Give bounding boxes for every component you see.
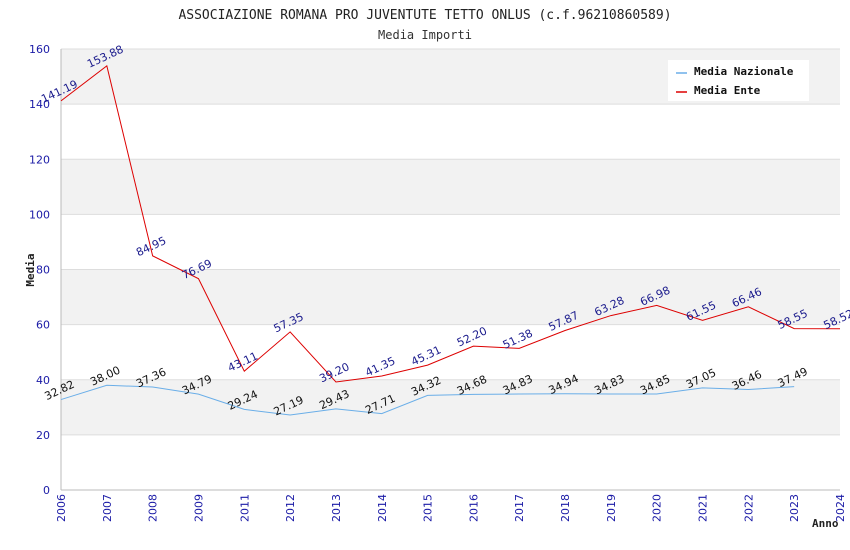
x-tick-label: 2009 xyxy=(192,494,205,522)
background-band xyxy=(61,434,840,490)
y-tick-label: 20 xyxy=(36,429,50,442)
x-tick-label: 2017 xyxy=(513,494,526,522)
chart-subtitle: Media Importi xyxy=(378,28,472,42)
background-bands xyxy=(61,49,840,490)
background-band xyxy=(61,324,840,380)
y-tick-label: 60 xyxy=(36,319,50,332)
legend-label-media-nazionale: Media Nazionale xyxy=(694,65,794,78)
x-tick-label: 2021 xyxy=(697,494,710,522)
x-tick-label: 2014 xyxy=(376,494,389,522)
series-line-media-ente xyxy=(60,65,841,383)
x-tick-label: 2007 xyxy=(101,494,114,522)
background-band xyxy=(61,159,840,215)
y-tick-label: 120 xyxy=(29,153,50,166)
y-axis-label: Media xyxy=(24,253,37,286)
x-axis-label: Anno xyxy=(812,517,839,530)
x-tick-label: 2020 xyxy=(651,494,664,522)
y-tick-label: 100 xyxy=(29,208,50,221)
x-tick-label: 2006 xyxy=(55,494,68,522)
x-tick-label: 2008 xyxy=(147,494,160,522)
background-band xyxy=(61,379,840,435)
axes xyxy=(60,49,840,491)
x-tick-label: 2013 xyxy=(330,494,343,522)
x-tick-label: 2015 xyxy=(422,494,435,522)
background-band xyxy=(61,104,840,160)
x-tick-label: 2022 xyxy=(742,494,755,522)
legend: Media Nazionale Media Ente xyxy=(668,60,809,101)
x-tick-label: 2012 xyxy=(284,494,297,522)
x-tick-labels: 2006 2007 2008 2009 2011 2012 2013 2014 2015 2016… xyxy=(55,494,847,522)
x-tick-label: 2023 xyxy=(788,494,801,522)
y-tick-label: 40 xyxy=(36,374,50,387)
x-tick-label: 2024 xyxy=(834,494,847,522)
x-tick-label: 2011 xyxy=(238,494,251,522)
series-line-media-nazionale xyxy=(60,384,795,416)
background-band xyxy=(61,214,840,270)
x-tick-label: 2018 xyxy=(559,494,572,522)
x-tick-label: 2016 xyxy=(467,494,480,522)
legend-box xyxy=(668,60,809,101)
chart-title: ASSOCIAZIONE ROMANA PRO JUVENTUTE TETTO … xyxy=(178,8,671,23)
y-tick-label: 80 xyxy=(36,264,50,277)
x-tick-label: 2019 xyxy=(605,494,618,522)
y-tick-label: 160 xyxy=(29,43,50,56)
y-tick-labels: 0 20 40 60 80 100 120 140 160 xyxy=(29,43,50,497)
background-band xyxy=(61,269,840,325)
series-lines xyxy=(60,65,841,416)
legend-label-media-ente: Media Ente xyxy=(694,84,761,97)
y-tick-label: 0 xyxy=(43,484,50,497)
y-tick-label: 140 xyxy=(29,98,50,111)
